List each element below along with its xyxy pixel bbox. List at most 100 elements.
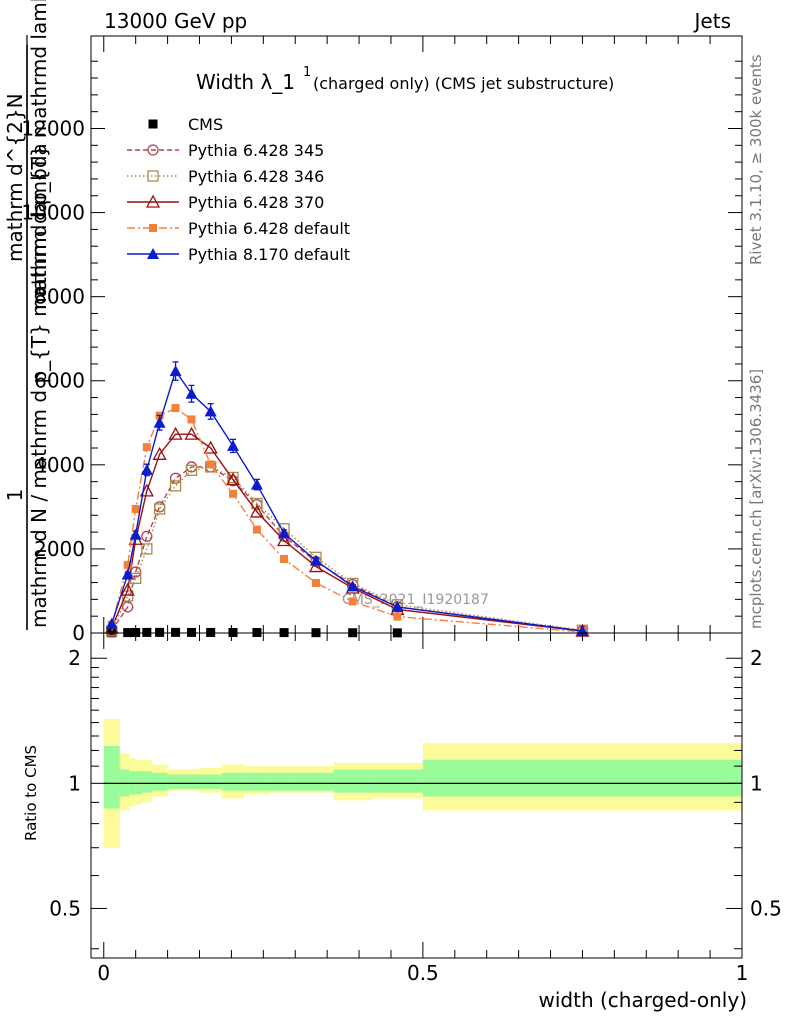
point-py370 (152, 446, 167, 460)
legend: CMS Pythia 6.428 345 Pythia 6.428 346 Pythi… (127, 115, 350, 264)
ratio-ytick-label: 1 (68, 771, 81, 795)
title-superscript: 1 (303, 65, 311, 80)
legend-marker (147, 144, 159, 156)
point-py346 (169, 480, 182, 492)
point-py8 (250, 478, 263, 490)
band-inner-bin (422, 759, 742, 797)
main-ytick-label: 0 (72, 621, 85, 645)
point-cms (142, 627, 152, 637)
point-pydef (229, 489, 238, 498)
point-pydef (252, 525, 261, 534)
series-line-py370 (111, 433, 583, 632)
main-series-group (104, 361, 590, 638)
band-inner-bin (103, 745, 120, 809)
point-pydef (142, 443, 151, 452)
legend-entry-pydef: Pythia 6.428 default (127, 219, 350, 238)
legend-entry-py346: Pythia 6.428 346 (127, 167, 324, 186)
band-inner-bin (269, 772, 296, 791)
point-py345 (122, 601, 134, 613)
band-inner-bin (167, 774, 184, 789)
point-cms (228, 627, 238, 637)
main-title: Width λ_1 1 (charged only) (CMS jet subs… (196, 65, 614, 94)
point-py8 (140, 463, 153, 475)
band-inner-bin (183, 774, 200, 789)
ratio-x-axis: 0 0.5 1 (97, 633, 748, 985)
point-cms (171, 627, 181, 637)
main-x-ticks (103, 36, 743, 633)
point-py8 (153, 416, 166, 428)
main-ytick-label: 8000 (34, 285, 85, 309)
ratio-panel: 0.5 0.51 12 2 0 0.5 1 Ratio to CMS width (cha… (22, 632, 782, 1012)
main-ytick-label: 2000 (34, 537, 85, 561)
point-py370 (184, 426, 199, 440)
header-process: 13000 GeV pp (104, 9, 247, 33)
legend-label: Pythia 6.428 345 (188, 141, 324, 160)
legend-entry-py345: Pythia 6.428 345 (127, 141, 324, 160)
point-py346 (141, 543, 153, 555)
main-ytick-label: 12000 (21, 116, 85, 140)
legend-marker (148, 119, 158, 129)
point-cms (187, 627, 197, 637)
legend-label: CMS (188, 115, 223, 134)
band-inner-bin (199, 774, 222, 789)
point-pydef (187, 415, 196, 424)
band-inner-bin (151, 772, 168, 791)
point-py345 (169, 472, 182, 484)
main-panel: 0 2000 4000 6000 8000 10000 12000 CMS_2021_I19… (21, 35, 743, 645)
point-py370 (120, 582, 135, 596)
band-inner-bin (142, 771, 152, 793)
xtick-label: 0.5 (407, 961, 439, 985)
point-py8 (204, 405, 217, 417)
point-pydef (131, 504, 140, 513)
point-pydef (348, 597, 357, 606)
band-inner-bin (295, 772, 334, 791)
point-py8 (227, 439, 240, 451)
x-axis-label: width (charged-only) (539, 988, 747, 1012)
title-main: Width λ_1 (196, 70, 295, 94)
ratio-ytick-label-right: 1 (750, 771, 763, 795)
point-py370 (249, 504, 265, 518)
main-ytick-label: 6000 (34, 369, 85, 393)
legend-marker (147, 248, 159, 259)
ylabel-numerator-2: mathrm d p_{T} mathrmd lambda (27, 0, 51, 310)
point-cms (206, 627, 216, 637)
ratio-ylabel: Ratio to CMS (22, 745, 40, 841)
point-py8 (185, 387, 198, 399)
point-py370 (168, 426, 183, 440)
legend-label: Pythia 8.170 default (188, 245, 350, 264)
band-inner-bin (221, 772, 245, 791)
main-ytick-label: 10000 (21, 201, 85, 225)
ylabel-one: 1 (3, 489, 27, 502)
point-py370 (308, 559, 324, 573)
legend-entry-cms: CMS (148, 115, 223, 134)
band-inner-bin (244, 772, 270, 791)
point-py8 (346, 580, 359, 592)
ratio-y-axis: 0.5 0.5 1 1 2 2 (49, 646, 782, 950)
point-py8 (391, 600, 404, 612)
point-py370 (276, 533, 292, 547)
legend-label: Pythia 6.428 346 (188, 167, 324, 186)
band-inner-bin (333, 769, 372, 793)
ratio-ytick-label: 2 (68, 646, 81, 670)
legend-label: Pythia 6.428 default (188, 219, 350, 238)
point-py8 (169, 365, 182, 377)
point-pydef (171, 404, 180, 413)
point-cms (155, 627, 165, 637)
ratio-ytick-label: 0.5 (49, 896, 81, 920)
series-line-pydef (111, 407, 583, 633)
ylabel-denominator: mathrm d N / mathrm d p_{T} mathrmd lamb… (27, 143, 51, 628)
rivet-label: Rivet 3.1.10, ≥ 300k events (747, 54, 765, 265)
point-py8 (278, 527, 291, 539)
point-py346 (185, 464, 198, 476)
point-pydef (311, 578, 320, 587)
point-py8 (121, 568, 134, 580)
legend-marker (149, 224, 157, 232)
xtick-label: 0 (97, 961, 110, 985)
point-pydef (206, 460, 215, 469)
main-ylabel: 1 mathrm d N / mathrm d p_{T} mathrmd la… (3, 0, 51, 630)
series-py8 (105, 361, 589, 637)
header-category: Jets (693, 9, 731, 33)
ratio-ytick-label-right: 0.5 (750, 896, 782, 920)
series-py345 (106, 461, 589, 637)
